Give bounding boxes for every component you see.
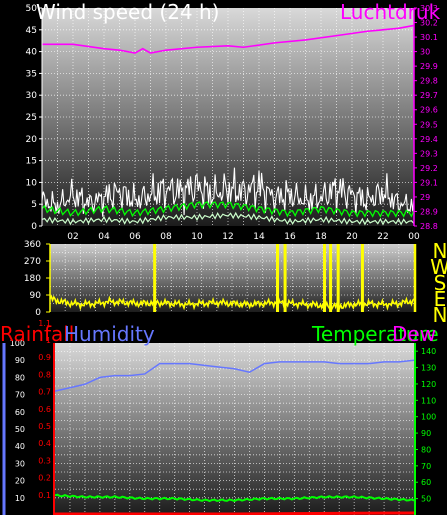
temperature-y-tick-label: 130	[421, 364, 436, 373]
humidity-y-tick-label: 70	[15, 391, 25, 400]
pressure-y-tick-label: 29.6	[420, 106, 438, 115]
direction-line	[49, 294, 415, 311]
wind-y-tick-label: 20	[26, 135, 38, 145]
pressure-y-tick-label: 29.8	[420, 77, 438, 86]
rain-y-tick-label: 0.1	[38, 491, 51, 500]
direction-y-tick-label: 360	[24, 240, 41, 250]
time-x-tick-label: 04	[98, 232, 110, 242]
temperature-y-tick-label: 70	[421, 462, 431, 471]
humidity-y-tick-label: 40	[15, 442, 25, 451]
compass-label: S	[434, 271, 447, 295]
time-x-tick-label: 10	[191, 232, 203, 242]
time-x-tick-label: 08	[160, 232, 172, 242]
temperature-y-tick-label: 120	[421, 380, 436, 389]
time-x-tick-label: 20	[346, 232, 358, 242]
wind-chart-title: Wind speed (24 h)	[36, 0, 220, 24]
time-x-tick-label: 06	[129, 232, 141, 242]
time-x-tick-label: 14	[253, 232, 265, 242]
temperature-y-tick-label: 80	[421, 445, 431, 454]
wind-y-tick-label: 40	[26, 48, 38, 58]
rain-y-tick-label: 1.1	[38, 319, 51, 328]
pressure-y-tick-label: 30.1	[420, 33, 438, 42]
temperature-y-tick-label: 90	[421, 429, 431, 438]
direction-y-tick-label: 270	[24, 257, 41, 267]
pressure-y-tick-label: 29.5	[420, 120, 438, 129]
pressure-y-tick-label: 29	[420, 193, 430, 202]
temperature-y-tick-label: 100	[421, 413, 436, 422]
rain-y-tick-label: 0.2	[38, 474, 51, 483]
rain-y-tick-label: 0.3	[38, 456, 51, 465]
wind-y-tick-label: 45	[26, 26, 37, 36]
rain-y-tick-label: 0.5	[38, 422, 51, 431]
pressure-y-tick-label: 29.3	[420, 149, 438, 158]
direction-y-tick-label: 90	[30, 291, 42, 301]
pressure-y-tick-label: 28.8	[420, 222, 438, 231]
direction-plot-grid	[50, 244, 414, 312]
pressure-y-tick-label: 29.9	[420, 62, 438, 71]
humidity-y-tick-label: 100	[10, 339, 25, 348]
wind-y-tick-label: 35	[26, 69, 37, 79]
direction-y-tick-label: 0	[35, 308, 41, 318]
pressure-y-tick-label: 30.2	[420, 19, 438, 28]
climate-plot-background	[55, 343, 414, 515]
temperature-y-tick-label: 110	[421, 396, 436, 405]
pressure-y-tick-label: 30.3	[420, 4, 438, 13]
temperature-y-tick-label: 60	[421, 478, 431, 487]
rain-y-tick-label: 1	[46, 336, 51, 345]
rain-y-tick-label: 0.4	[38, 439, 51, 448]
wind-y-tick-label: 50	[26, 4, 38, 14]
time-x-tick-label: 00	[408, 232, 420, 242]
wind-y-tick-label: 10	[26, 178, 38, 188]
humidity-y-tick-label: 20	[15, 477, 25, 486]
direction-y-tick-label: 180	[24, 274, 41, 284]
time-x-tick-label: 12	[222, 232, 233, 242]
rain-y-tick-label: 0.6	[38, 405, 51, 414]
rain-y-tick-label: 0.8	[38, 370, 51, 379]
rainfall-title: Rainfall	[0, 322, 74, 346]
rain-y-tick-label: 0.7	[38, 388, 51, 397]
pressure-y-tick-label: 30	[420, 48, 430, 57]
compass-label: N	[433, 239, 447, 263]
wind-y-tick-label: 30	[26, 91, 38, 101]
wind-plot-grid	[42, 8, 414, 226]
wind-y-tick-label: 5	[31, 200, 37, 210]
time-x-tick-label: 02	[67, 232, 78, 242]
pressure-y-tick-label: 29.7	[420, 91, 438, 100]
wind-y-tick-label: 15	[26, 157, 37, 167]
humidity-title: Humidity	[64, 322, 155, 346]
humidity-y-tick-label: 50	[15, 425, 25, 434]
temperature-title: Temperature	[311, 322, 439, 346]
time-x-tick-label: 18	[315, 232, 327, 242]
compass-label: N	[433, 303, 447, 327]
wind-y-tick-label: 0	[31, 222, 37, 232]
time-x-tick-label: 16	[284, 232, 296, 242]
pressure-y-tick-label: 29.4	[420, 135, 438, 144]
humidity-y-tick-label: 60	[15, 408, 25, 417]
rain-line	[55, 511, 415, 515]
pressure-y-tick-label: 29.2	[420, 164, 438, 173]
humidity-line	[54, 359, 415, 392]
pressure-y-tick-label: 29.1	[420, 178, 438, 187]
average-wind-line	[41, 201, 415, 218]
pressure-chart-title: Luchtdruk	[340, 0, 441, 24]
pressure-y-tick-label: 28.9	[420, 207, 438, 216]
time-x-tick-label: 22	[377, 232, 388, 242]
humidity-y-tick-label: 10	[15, 494, 25, 503]
dew-title: Dew	[392, 322, 436, 346]
temperature-y-tick-label: 140	[421, 347, 436, 356]
rain-y-tick-label: 0.9	[38, 353, 51, 362]
temperature-line	[54, 493, 415, 503]
wind-y-tick-label: 25	[26, 113, 37, 123]
humidity-y-tick-label: 80	[15, 373, 25, 382]
compass-label: W	[430, 255, 447, 279]
humidity-y-tick-label: 90	[15, 356, 25, 365]
low-wind-line	[41, 211, 415, 226]
humidity-y-tick-label: 30	[15, 459, 25, 468]
pressure-line	[42, 24, 415, 54]
temperature-y-tick-label: 50	[421, 495, 431, 504]
compass-label: E	[434, 287, 447, 311]
